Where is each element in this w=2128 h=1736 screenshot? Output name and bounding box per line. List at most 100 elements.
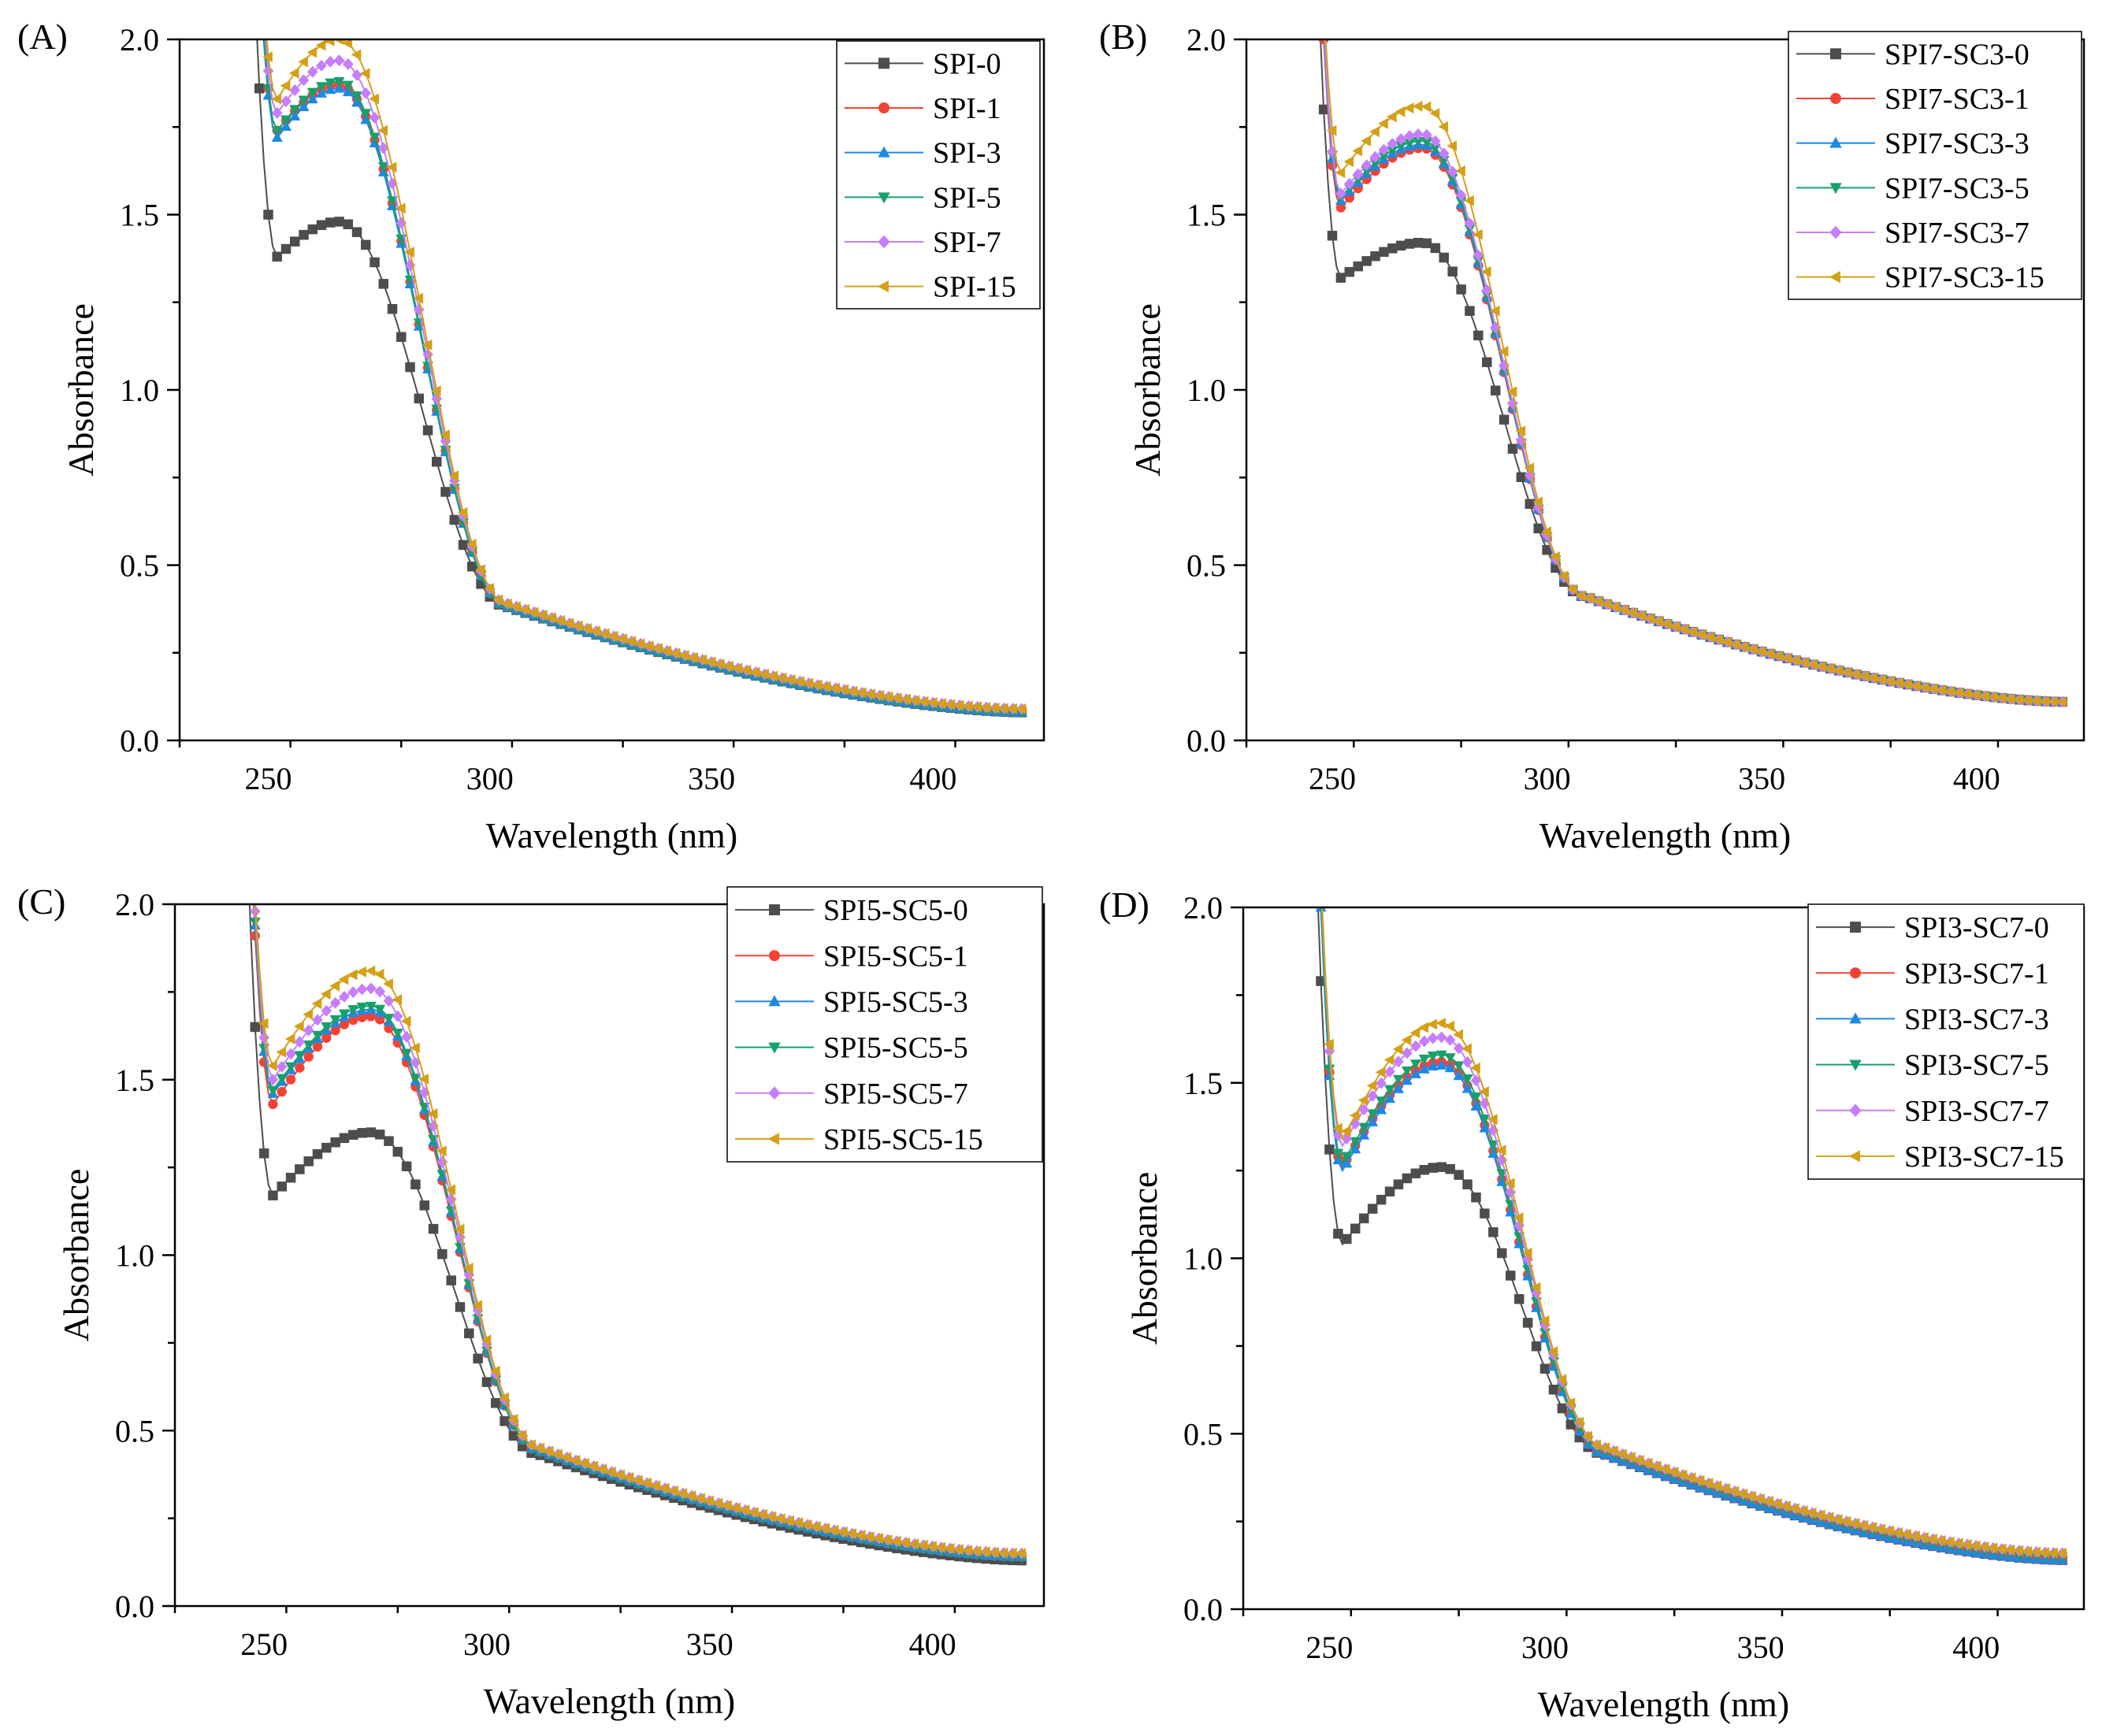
legend-marker: [1830, 93, 1841, 104]
legend-label: SPI5-SC5-7: [823, 1078, 968, 1111]
legend-item-SPI7-SC3-3: SPI7-SC3-3: [1796, 128, 2030, 161]
x-tick-label: 300: [463, 1627, 511, 1662]
y-axis-title: Absorbance: [61, 303, 101, 477]
legend-box: [836, 40, 1041, 310]
y-tick-label: 2.0: [115, 887, 154, 922]
panel-a: 250 300 350 400 0.0 0.5 1.0 1.5 2.0 Wavelength (n…: [17, 17, 1045, 855]
panel-b: 250 300 350 400 0.0 0.5 1.0 1.5 2.0 Wavelength (n…: [1099, 17, 2085, 855]
legend-label: SPI-3: [933, 137, 1001, 170]
legend-item-SPI5-SC5-7: SPI5-SC5-7: [735, 1078, 968, 1111]
x-tick-label: 250: [240, 1627, 288, 1662]
legend-label: SPI-0: [933, 47, 1001, 80]
legend-marker: [878, 146, 890, 158]
series-markers-SPI7-SC3-15: [1326, 100, 2067, 708]
series-group: [254, 39, 1027, 718]
legend-item-SPI7-SC3-15: SPI7-SC3-15: [1796, 262, 2044, 295]
legend-marker: [769, 950, 780, 962]
legend-box: [1807, 903, 2085, 1180]
y-tick-label: 1.0: [120, 373, 159, 408]
legend-item-SPI-1: SPI-1: [845, 92, 1001, 125]
legend-marker: [878, 102, 889, 113]
legend-label: SPI7-SC3-7: [1885, 217, 2030, 250]
y-axis-title: Absorbance: [1124, 1172, 1164, 1345]
legend-label: SPI7-SC3-0: [1885, 38, 2030, 71]
legend-label: SPI5-SC5-5: [823, 1032, 968, 1065]
x-tick-label: 300: [1521, 1630, 1569, 1665]
series-markers-SPI-7: [262, 54, 1027, 715]
legend-label: SPI7-SC3-15: [1885, 262, 2044, 295]
y-tick-label: 1.0: [115, 1238, 154, 1274]
x-axis-title: Wavelength (nm): [486, 815, 737, 855]
legend-label: SPI3-SC7-7: [1904, 1095, 2049, 1128]
legend-item-SPI3-SC7-1: SPI3-SC7-1: [1816, 957, 2049, 990]
x-tick-label: 250: [1305, 1630, 1353, 1665]
x-tick-label: 400: [909, 1627, 956, 1662]
legend-item-SPI-15: SPI-15: [845, 271, 1016, 304]
x-axis-title: Wavelength (nm): [484, 1681, 735, 1721]
legend-marker: [1830, 48, 1841, 60]
x-tick-label: 400: [1953, 761, 2000, 796]
legend-marker: [769, 904, 780, 916]
legend-label: SPI-1: [933, 92, 1001, 125]
legend-item-SPI5-SC5-1: SPI5-SC5-1: [735, 940, 968, 973]
y-tick-label: 0.0: [1187, 723, 1226, 759]
legend-marker: [1849, 1012, 1862, 1024]
legend-marker: [1829, 225, 1842, 239]
legend-label: SPI5-SC5-3: [823, 985, 968, 1018]
panel-label: (B): [1099, 17, 1147, 57]
series-group: [1315, 907, 2068, 1565]
legend-item-SPI3-SC7-5: SPI3-SC7-5: [1816, 1049, 2049, 1082]
legend-marker: [1829, 270, 1840, 284]
legend-box: [1788, 31, 2082, 300]
x-tick-label: 350: [686, 1627, 733, 1662]
legend-item-SPI7-SC3-1: SPI7-SC3-1: [1796, 83, 2030, 116]
y-tick-label: 2.0: [120, 22, 159, 57]
y-axis-title: Absorbance: [56, 1169, 96, 1342]
legend-label: SPI3-SC7-1: [1904, 957, 2049, 990]
legend-item-SPI5-SC5-0: SPI5-SC5-0: [735, 894, 968, 927]
series-markers-SPI-15: [262, 39, 1027, 714]
series-markers-SPI7-SC3-7: [1327, 128, 2068, 708]
legend-label: SPI-15: [933, 271, 1016, 304]
y-tick-label: 0.0: [120, 723, 159, 759]
y-tick-label: 1.0: [1187, 373, 1226, 408]
panel-d: 250 300 350 400 0.0 0.5 1.0 1.5 2.0 Wavelength (n…: [1099, 885, 2085, 1724]
legend-marker: [1849, 1104, 1862, 1118]
y-tick-label: 2.0: [1183, 890, 1223, 925]
legend-item-SPI7-SC3-7: SPI7-SC3-7: [1796, 217, 2030, 250]
legend-marker: [768, 1042, 781, 1054]
legend-marker: [878, 235, 890, 249]
y-tick-label: 0.5: [1183, 1416, 1223, 1452]
legend-marker: [1850, 967, 1861, 979]
series-markers-SPI3-SC7-15: [1324, 1017, 2067, 1559]
panel-c: 250 300 350 400 0.0 0.5 1.0 1.5 2.0 Wavelength (n…: [17, 881, 1045, 1721]
legend: SPI3-SC7-0 SPI3-SC7-1 SPI3-SC7-3 SPI3-SC7-5…: [1807, 903, 2085, 1180]
panel-label: (C): [17, 881, 65, 922]
y-tick-label: 1.5: [1187, 198, 1226, 233]
y-tick-label: 1.5: [1183, 1066, 1223, 1101]
series-group: [1318, 39, 2068, 708]
legend-marker: [768, 1086, 781, 1100]
legend-label: SPI5-SC5-0: [823, 894, 968, 927]
legend-label: SPI3-SC7-3: [1904, 1003, 2049, 1036]
x-tick-label: 350: [688, 761, 735, 796]
legend-item-SPI-0: SPI-0: [845, 47, 1001, 80]
x-tick-label: 400: [1952, 1630, 2000, 1665]
y-tick-label: 1.5: [115, 1063, 154, 1098]
series-markers-SPI3-SC7-3: [1315, 907, 2068, 1564]
y-tick-label: 0.5: [1187, 548, 1226, 584]
legend: SPI-0 SPI-1 SPI-3 SPI-5 SPI-7 SPI-15: [836, 40, 1041, 310]
legend-item-SPI3-SC7-7: SPI3-SC7-7: [1816, 1095, 2049, 1128]
x-tick-label: 250: [1309, 761, 1356, 796]
y-tick-label: 1.0: [1183, 1241, 1223, 1277]
legend: SPI5-SC5-0 SPI5-SC5-1 SPI5-SC5-3 SPI5-SC5-5…: [726, 886, 1043, 1163]
legend-label: SPI3-SC7-5: [1904, 1049, 2049, 1082]
legend-item-SPI5-SC5-15: SPI5-SC5-15: [735, 1123, 983, 1156]
legend-marker: [1850, 922, 1861, 933]
legend-label: SPI3-SC7-15: [1904, 1141, 2064, 1174]
series-markers-SPI5-SC5-15: [258, 965, 1027, 1560]
y-tick-label: 0.0: [115, 1589, 154, 1624]
x-axis-title: Wavelength (nm): [1539, 815, 1791, 855]
